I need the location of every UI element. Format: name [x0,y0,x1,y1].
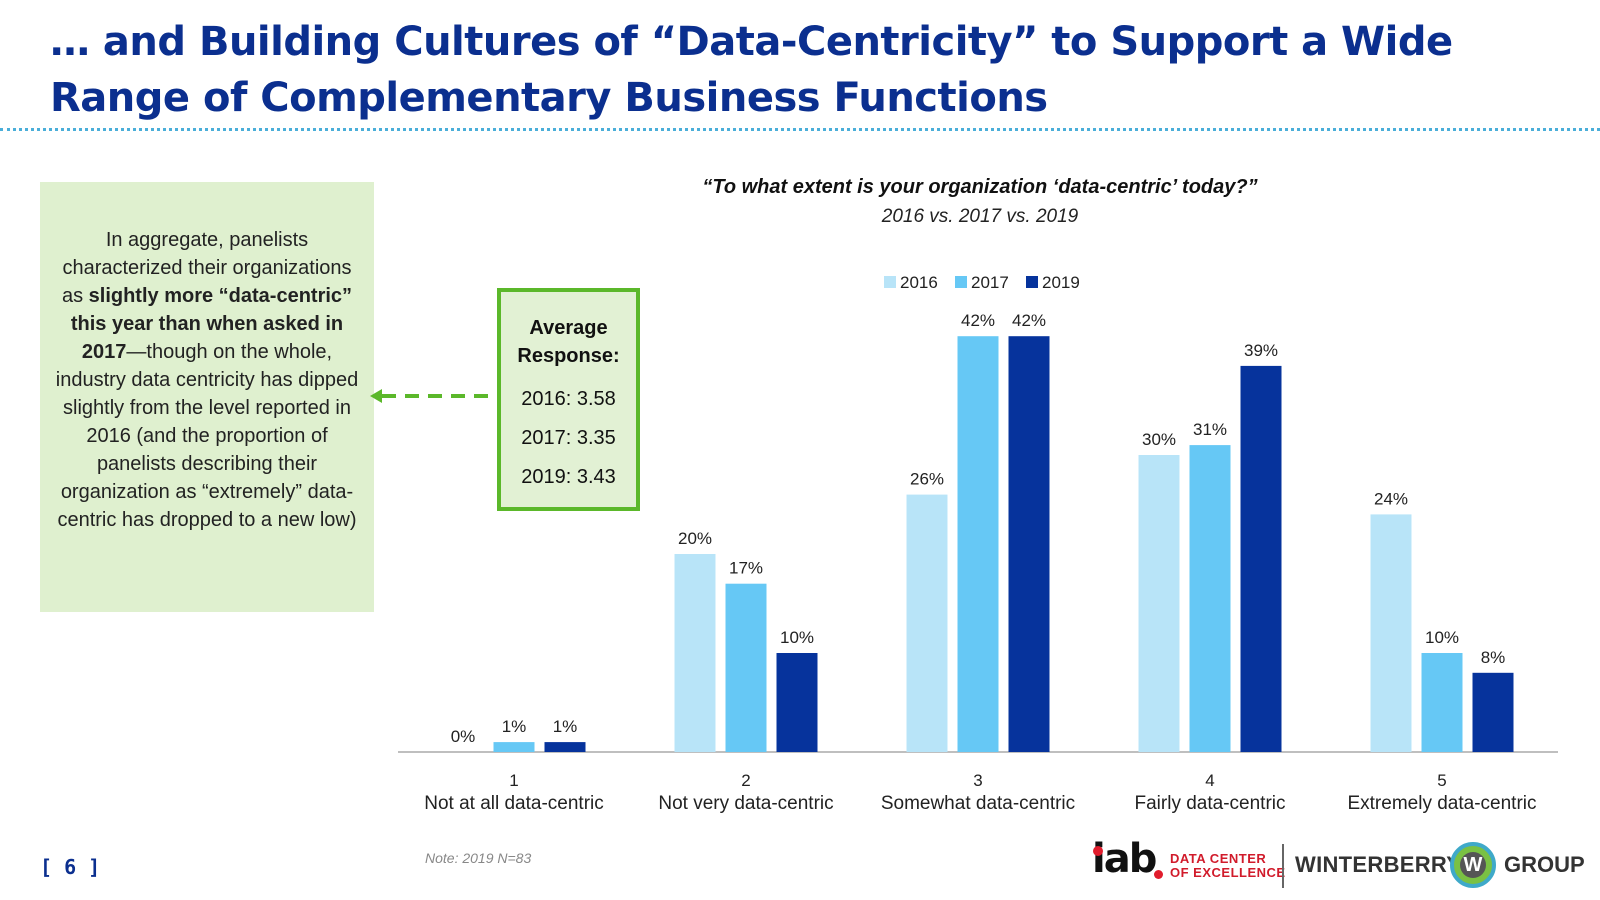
winterberry-badge-icon: W [1450,842,1496,888]
winterberry-logo: WINTERBERRY [1295,852,1462,877]
iab-subtitle-line2: OF EXCELLENCE [1170,865,1286,880]
chart-title: “To what extent is your organization ‘da… [702,176,1258,198]
value-label-2019-cat4: 39% [1244,341,1278,360]
category-label-2: Not very data-centric [658,793,833,814]
average-2017: 2017: 3.35 [521,427,616,449]
value-label-2016-cat2: 20% [678,529,712,548]
value-label-2019-cat5: 8% [1481,648,1506,667]
value-label-2017-cat3: 42% [961,311,995,330]
insight-text-bold: slightly more “data-centric” this year t… [70,285,353,363]
winterberry-badge-letter: W [1460,852,1486,878]
value-label-2019-cat2: 10% [780,628,814,647]
average-response-box: Average Response: 2016: 3.58 2017: 3.35 … [497,288,640,511]
legend-swatch-2016 [884,276,896,288]
iab-subtitle: DATA CENTER OF EXCELLENCE [1170,852,1286,880]
legend-swatch-2019 [1026,276,1038,288]
value-label-2016-cat1: 0% [451,727,476,746]
bar-2019-cat5 [1472,672,1514,752]
slide-title: … and Building Cultures of “Data-Centric… [50,19,1453,121]
value-label-2016-cat4: 30% [1142,430,1176,449]
page-number: [ 6 ] [40,855,101,879]
insight-text-part1: In aggregate, panelists characterized th… [61,229,352,307]
legend-swatch-2017 [955,276,967,288]
value-label-2017-cat2: 17% [729,559,763,578]
average-2016: 2016: 3.58 [521,388,616,410]
title-divider [0,128,1600,131]
average-response-title: Average Response: [517,317,620,367]
category-label-5: Extremely data-centric [1347,793,1536,814]
legend-label-2019: 2019 [1042,273,1080,292]
legend-label-2016: 2016 [900,273,938,292]
bar-2016-cat4 [1138,455,1180,752]
bar-2017-cat5 [1421,653,1463,752]
bar-2016-cat5 [1370,514,1412,752]
iab-logo: iab [1092,836,1157,882]
legend-label-2017: 2017 [971,273,1009,292]
category-label-1: Not at all data-centric [424,793,604,814]
bar-2019-cat1 [544,742,586,752]
value-label-2017-cat5: 10% [1425,628,1459,647]
iab-subtitle-line1: DATA CENTER [1170,851,1267,866]
insight-note: In aggregate, panelists characterized th… [40,182,374,612]
value-label-2019-cat1: 1% [553,717,578,736]
bar-2016-cat3 [906,494,948,752]
value-label-2017-cat4: 31% [1193,420,1227,439]
bar-2019-cat2 [776,653,818,752]
category-number-3: 3 [973,771,982,790]
winterberry-group-text: GROUP [1504,852,1585,877]
bar-2017-cat2 [725,583,767,752]
logo-separator [1282,844,1284,888]
category-number-1: 1 [509,771,518,790]
footnote: Note: 2019 N=83 [425,850,532,866]
iab-dot-icon [1093,846,1103,856]
bar-2019-cat4 [1240,365,1282,752]
category-number-2: 2 [741,771,750,790]
category-number-4: 4 [1205,771,1214,790]
value-label-2017-cat1: 1% [502,717,527,736]
bar-2017-cat4 [1189,445,1231,752]
value-label-2019-cat3: 42% [1012,311,1046,330]
average-2019: 2019: 3.43 [521,466,616,488]
category-number-5: 5 [1437,771,1446,790]
footer-logos: iab DATA CENTER OF EXCELLENCE WINTERBERR… [1080,836,1590,892]
bar-2017-cat1 [493,742,535,752]
value-label-2016-cat5: 24% [1374,489,1408,508]
category-label-4: Fairly data-centric [1135,793,1286,814]
chart-subtitle: 2016 vs. 2017 vs. 2019 [881,206,1079,227]
bar-2016-cat2 [674,554,716,752]
insight-text-part2: —though on the whole, industry data cent… [55,341,359,531]
iab-period-icon [1154,870,1163,879]
dashed-arrow-icon [370,389,494,403]
bar-2017-cat3 [957,336,999,752]
value-label-2016-cat3: 26% [910,470,944,489]
bar-2019-cat3 [1008,336,1050,752]
category-label-3: Somewhat data-centric [881,793,1075,814]
